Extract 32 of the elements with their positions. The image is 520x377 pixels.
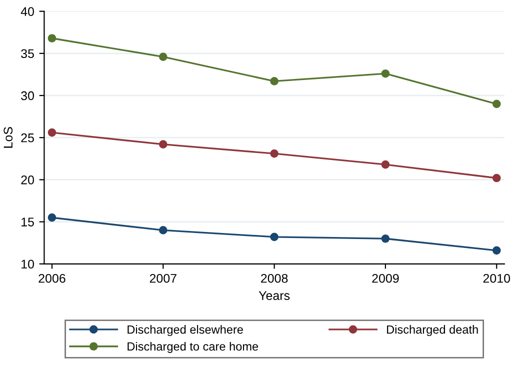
y-axis-title: LoS bbox=[4, 127, 13, 148]
point bbox=[158, 226, 168, 234]
y-tick-label: 40 bbox=[20, 7, 34, 16]
point bbox=[270, 232, 278, 242]
legend-label: Discharged to care home bbox=[128, 342, 258, 353]
point bbox=[48, 34, 56, 42]
point bbox=[270, 149, 278, 158]
point bbox=[48, 128, 56, 137]
point bbox=[270, 77, 278, 86]
x-tick-label: 2008 bbox=[261, 274, 288, 283]
x-tick-label: 2006 bbox=[38, 274, 66, 283]
y-tick-label: 35 bbox=[21, 49, 34, 58]
point bbox=[381, 69, 390, 78]
legend-label: Discharged death bbox=[387, 325, 478, 336]
point bbox=[381, 234, 390, 243]
x-axis-title: Years bbox=[258, 291, 290, 300]
point bbox=[158, 140, 168, 149]
point bbox=[492, 246, 501, 255]
y-tick-label: 25 bbox=[21, 133, 34, 142]
point bbox=[158, 52, 168, 61]
x-tick-label: 2009 bbox=[372, 274, 399, 283]
y-tick-label: 15 bbox=[22, 218, 34, 226]
point bbox=[48, 213, 56, 222]
legend-label: Discharged elsewhere bbox=[128, 325, 243, 336]
x-tick-label: 2007 bbox=[150, 274, 176, 283]
point bbox=[381, 160, 390, 169]
point bbox=[492, 174, 501, 182]
y-tick-label: 30 bbox=[21, 91, 34, 100]
y-tick-label: 10 bbox=[22, 260, 34, 269]
y-tick-label: 20 bbox=[21, 176, 34, 184]
point bbox=[492, 100, 501, 108]
x-tick-label: 2010 bbox=[483, 274, 510, 283]
